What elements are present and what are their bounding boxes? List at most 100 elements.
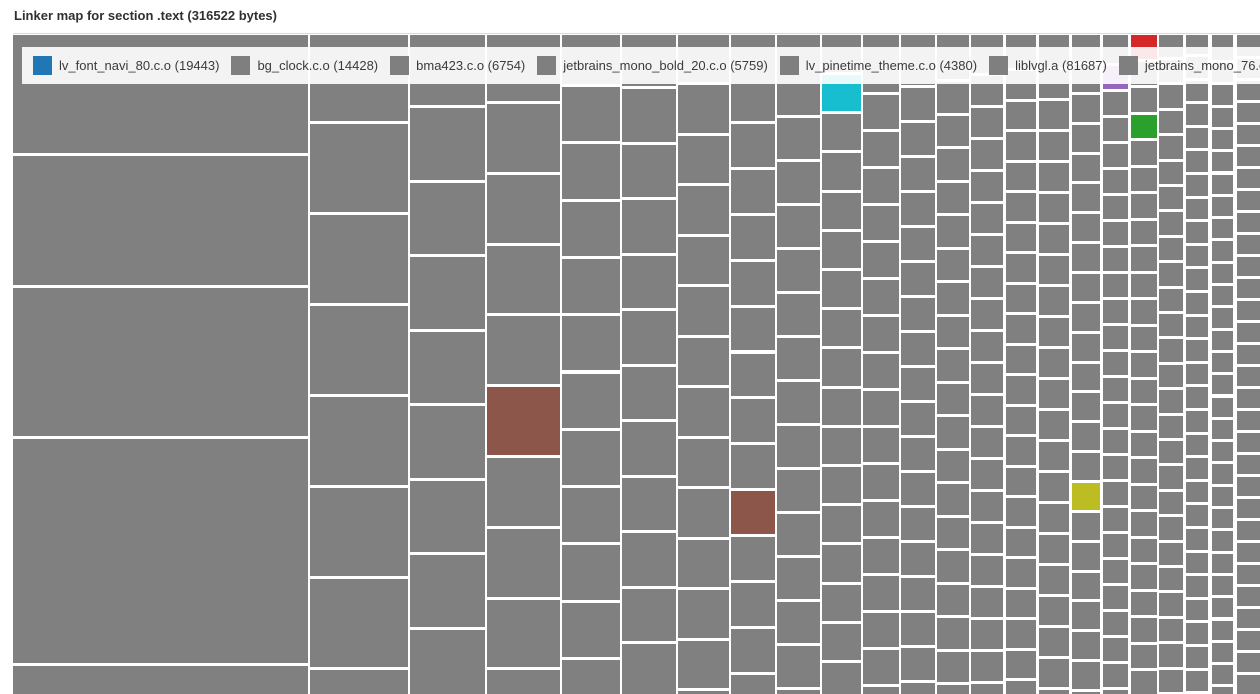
treemap-block[interactable] <box>937 283 969 314</box>
treemap-block[interactable] <box>971 236 1003 265</box>
treemap-block[interactable] <box>1186 481 1208 503</box>
treemap-block[interactable] <box>1131 194 1157 218</box>
treemap-block[interactable] <box>937 417 969 448</box>
treemap-block[interactable] <box>1039 566 1069 594</box>
treemap-block[interactable] <box>487 174 560 243</box>
treemap-block[interactable] <box>487 528 560 597</box>
treemap-block[interactable] <box>1006 315 1036 343</box>
treemap-block[interactable] <box>487 245 560 314</box>
treemap-block[interactable] <box>901 648 935 680</box>
treemap-block[interactable] <box>622 200 676 253</box>
treemap-block[interactable] <box>1039 194 1069 222</box>
treemap-block[interactable] <box>1186 411 1208 432</box>
treemap-block[interactable] <box>1237 433 1260 452</box>
treemap-block[interactable] <box>731 399 775 443</box>
treemap-block[interactable] <box>1159 390 1183 413</box>
treemap-block[interactable] <box>622 366 676 419</box>
treemap-block[interactable] <box>1039 318 1069 346</box>
treemap-block[interactable] <box>937 551 969 582</box>
treemap-block[interactable] <box>1212 85 1233 105</box>
treemap-block[interactable] <box>1131 485 1157 509</box>
treemap-block[interactable] <box>1159 618 1183 642</box>
treemap-block[interactable] <box>1039 256 1069 284</box>
treemap-block[interactable] <box>971 620 1003 649</box>
treemap-block[interactable] <box>1237 499 1260 518</box>
treemap-block[interactable] <box>1103 378 1128 401</box>
treemap-block[interactable] <box>410 406 485 478</box>
treemap-block[interactable] <box>901 578 935 610</box>
treemap-block[interactable] <box>622 89 676 142</box>
treemap-block[interactable] <box>1212 286 1233 306</box>
treemap-block[interactable] <box>1159 314 1183 337</box>
treemap-block[interactable] <box>971 268 1003 297</box>
treemap-block[interactable] <box>1006 132 1036 160</box>
treemap-block[interactable] <box>1131 353 1157 377</box>
treemap-block[interactable] <box>901 123 935 155</box>
treemap-block[interactable] <box>1186 175 1208 196</box>
treemap-block[interactable] <box>310 488 408 576</box>
treemap-block[interactable] <box>1072 363 1100 391</box>
treemap-block[interactable] <box>1237 191 1260 210</box>
treemap-block[interactable] <box>1006 376 1036 404</box>
treemap-block[interactable] <box>562 87 620 142</box>
treemap-block[interactable] <box>777 426 820 467</box>
treemap-block[interactable] <box>1237 257 1260 276</box>
treemap-block[interactable] <box>901 193 935 225</box>
treemap-block[interactable] <box>1131 326 1157 350</box>
treemap-block[interactable] <box>1186 552 1208 574</box>
treemap-block[interactable] <box>1072 512 1100 540</box>
treemap-block[interactable] <box>1212 642 1233 663</box>
treemap-block[interactable] <box>678 590 729 638</box>
treemap-block[interactable] <box>777 162 820 203</box>
treemap-block[interactable] <box>1103 118 1128 141</box>
treemap-block[interactable] <box>1072 333 1100 361</box>
treemap-block[interactable] <box>1212 397 1233 417</box>
treemap-block[interactable] <box>1006 467 1036 495</box>
treemap-block[interactable] <box>863 576 899 610</box>
treemap-block[interactable] <box>1103 326 1128 349</box>
treemap-block[interactable] <box>971 204 1003 233</box>
treemap-block[interactable] <box>1131 247 1157 271</box>
treemap-block[interactable] <box>562 144 620 199</box>
treemap-block[interactable] <box>678 186 729 234</box>
treemap-block[interactable] <box>863 428 899 462</box>
treemap-block[interactable] <box>822 388 861 425</box>
treemap-block[interactable] <box>410 629 485 694</box>
treemap-block[interactable] <box>1039 101 1069 129</box>
treemap-block[interactable] <box>1212 486 1233 506</box>
treemap-block[interactable] <box>410 331 485 403</box>
treemap-block[interactable] <box>1237 169 1260 188</box>
treemap-block[interactable] <box>1237 631 1260 650</box>
treemap-block[interactable] <box>1237 147 1260 166</box>
treemap-block[interactable] <box>863 650 899 684</box>
treemap-block[interactable] <box>731 261 775 305</box>
treemap-block[interactable] <box>678 236 729 284</box>
treemap-block[interactable] <box>1039 225 1069 253</box>
treemap-block[interactable] <box>1159 542 1183 565</box>
treemap-block[interactable] <box>1212 598 1233 618</box>
treemap-block[interactable] <box>1039 473 1069 501</box>
treemap-block[interactable] <box>1237 103 1260 122</box>
treemap-block[interactable] <box>1237 609 1260 628</box>
treemap-block[interactable] <box>937 149 969 180</box>
treemap-block[interactable] <box>777 514 820 555</box>
treemap-block[interactable] <box>901 403 935 435</box>
treemap-block[interactable] <box>1072 154 1100 182</box>
treemap-block[interactable] <box>1006 406 1036 434</box>
treemap-block[interactable] <box>562 545 620 600</box>
treemap-block[interactable] <box>562 602 620 657</box>
treemap-block[interactable] <box>1131 618 1157 642</box>
treemap-block[interactable] <box>1072 393 1100 421</box>
treemap-block[interactable] <box>1186 576 1208 597</box>
treemap-block[interactable] <box>971 300 1003 329</box>
treemap-block[interactable] <box>777 690 820 694</box>
treemap-block[interactable] <box>1072 691 1100 694</box>
treemap-block[interactable] <box>622 588 676 641</box>
treemap-block[interactable] <box>1212 129 1233 150</box>
treemap-block[interactable] <box>901 473 935 505</box>
treemap-block[interactable] <box>1131 273 1157 297</box>
treemap-block[interactable] <box>1212 107 1233 127</box>
treemap-block[interactable] <box>1131 512 1157 536</box>
treemap-block[interactable] <box>1006 589 1036 617</box>
treemap-block[interactable] <box>1131 671 1157 694</box>
